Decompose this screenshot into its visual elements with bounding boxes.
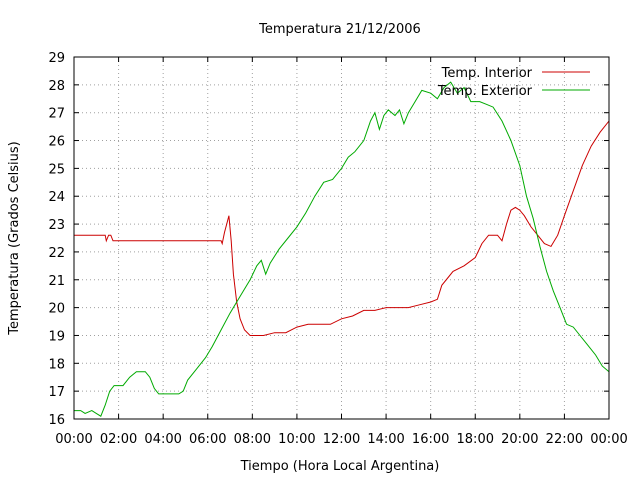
y-tick-label: 18 xyxy=(48,357,65,372)
x-tick-label: 16:00 xyxy=(412,432,449,447)
x-tick-label: 18:00 xyxy=(457,432,494,447)
grid xyxy=(74,57,609,419)
y-tick-label: 17 xyxy=(48,385,65,400)
y-tick-label: 23 xyxy=(48,218,65,233)
legend: Temp. Interior Temp. Exterior xyxy=(437,66,590,99)
y-tick-label: 28 xyxy=(48,79,65,94)
y-tick-label: 27 xyxy=(48,107,65,122)
ticks: 00:00 02:00 04:00 06:00 08:00 10:00 12:00 14:00… xyxy=(48,51,627,447)
series-line-0 xyxy=(74,120,610,336)
y-tick-label: 22 xyxy=(48,246,65,261)
x-axis-label: Tiempo (Hora Local Argentina) xyxy=(240,459,440,474)
y-tick-label: 21 xyxy=(48,274,65,289)
legend-label: Temp. Interior xyxy=(441,66,533,81)
y-tick-label: 20 xyxy=(48,302,65,317)
x-tick-label: 00:00 xyxy=(590,432,627,447)
y-tick-label: 24 xyxy=(48,190,65,205)
x-tick-label: 00:00 xyxy=(55,432,92,447)
x-tick-label: 22:00 xyxy=(546,432,583,447)
x-tick-label: 08:00 xyxy=(234,432,271,447)
y-tick-label: 25 xyxy=(48,162,65,177)
y-tick-label: 29 xyxy=(48,51,65,66)
x-tick-label: 06:00 xyxy=(189,432,226,447)
series-line-1 xyxy=(74,81,610,417)
chart-title: Temperatura 21/12/2006 xyxy=(258,22,421,37)
y-tick-label: 26 xyxy=(48,135,65,150)
x-tick-label: 20:00 xyxy=(501,432,538,447)
y-tick-label: 16 xyxy=(48,413,65,428)
legend-label: Temp. Exterior xyxy=(437,84,533,99)
x-tick-label: 14:00 xyxy=(367,432,404,447)
x-tick-label: 04:00 xyxy=(144,432,181,447)
y-tick-label: 19 xyxy=(48,329,65,344)
x-tick-label: 12:00 xyxy=(323,432,360,447)
series-layer xyxy=(74,81,610,417)
x-tick-label: 10:00 xyxy=(278,432,315,447)
y-axis-label: Temperatura (Grados Celsius) xyxy=(7,141,22,335)
x-tick-label: 02:00 xyxy=(100,432,137,447)
